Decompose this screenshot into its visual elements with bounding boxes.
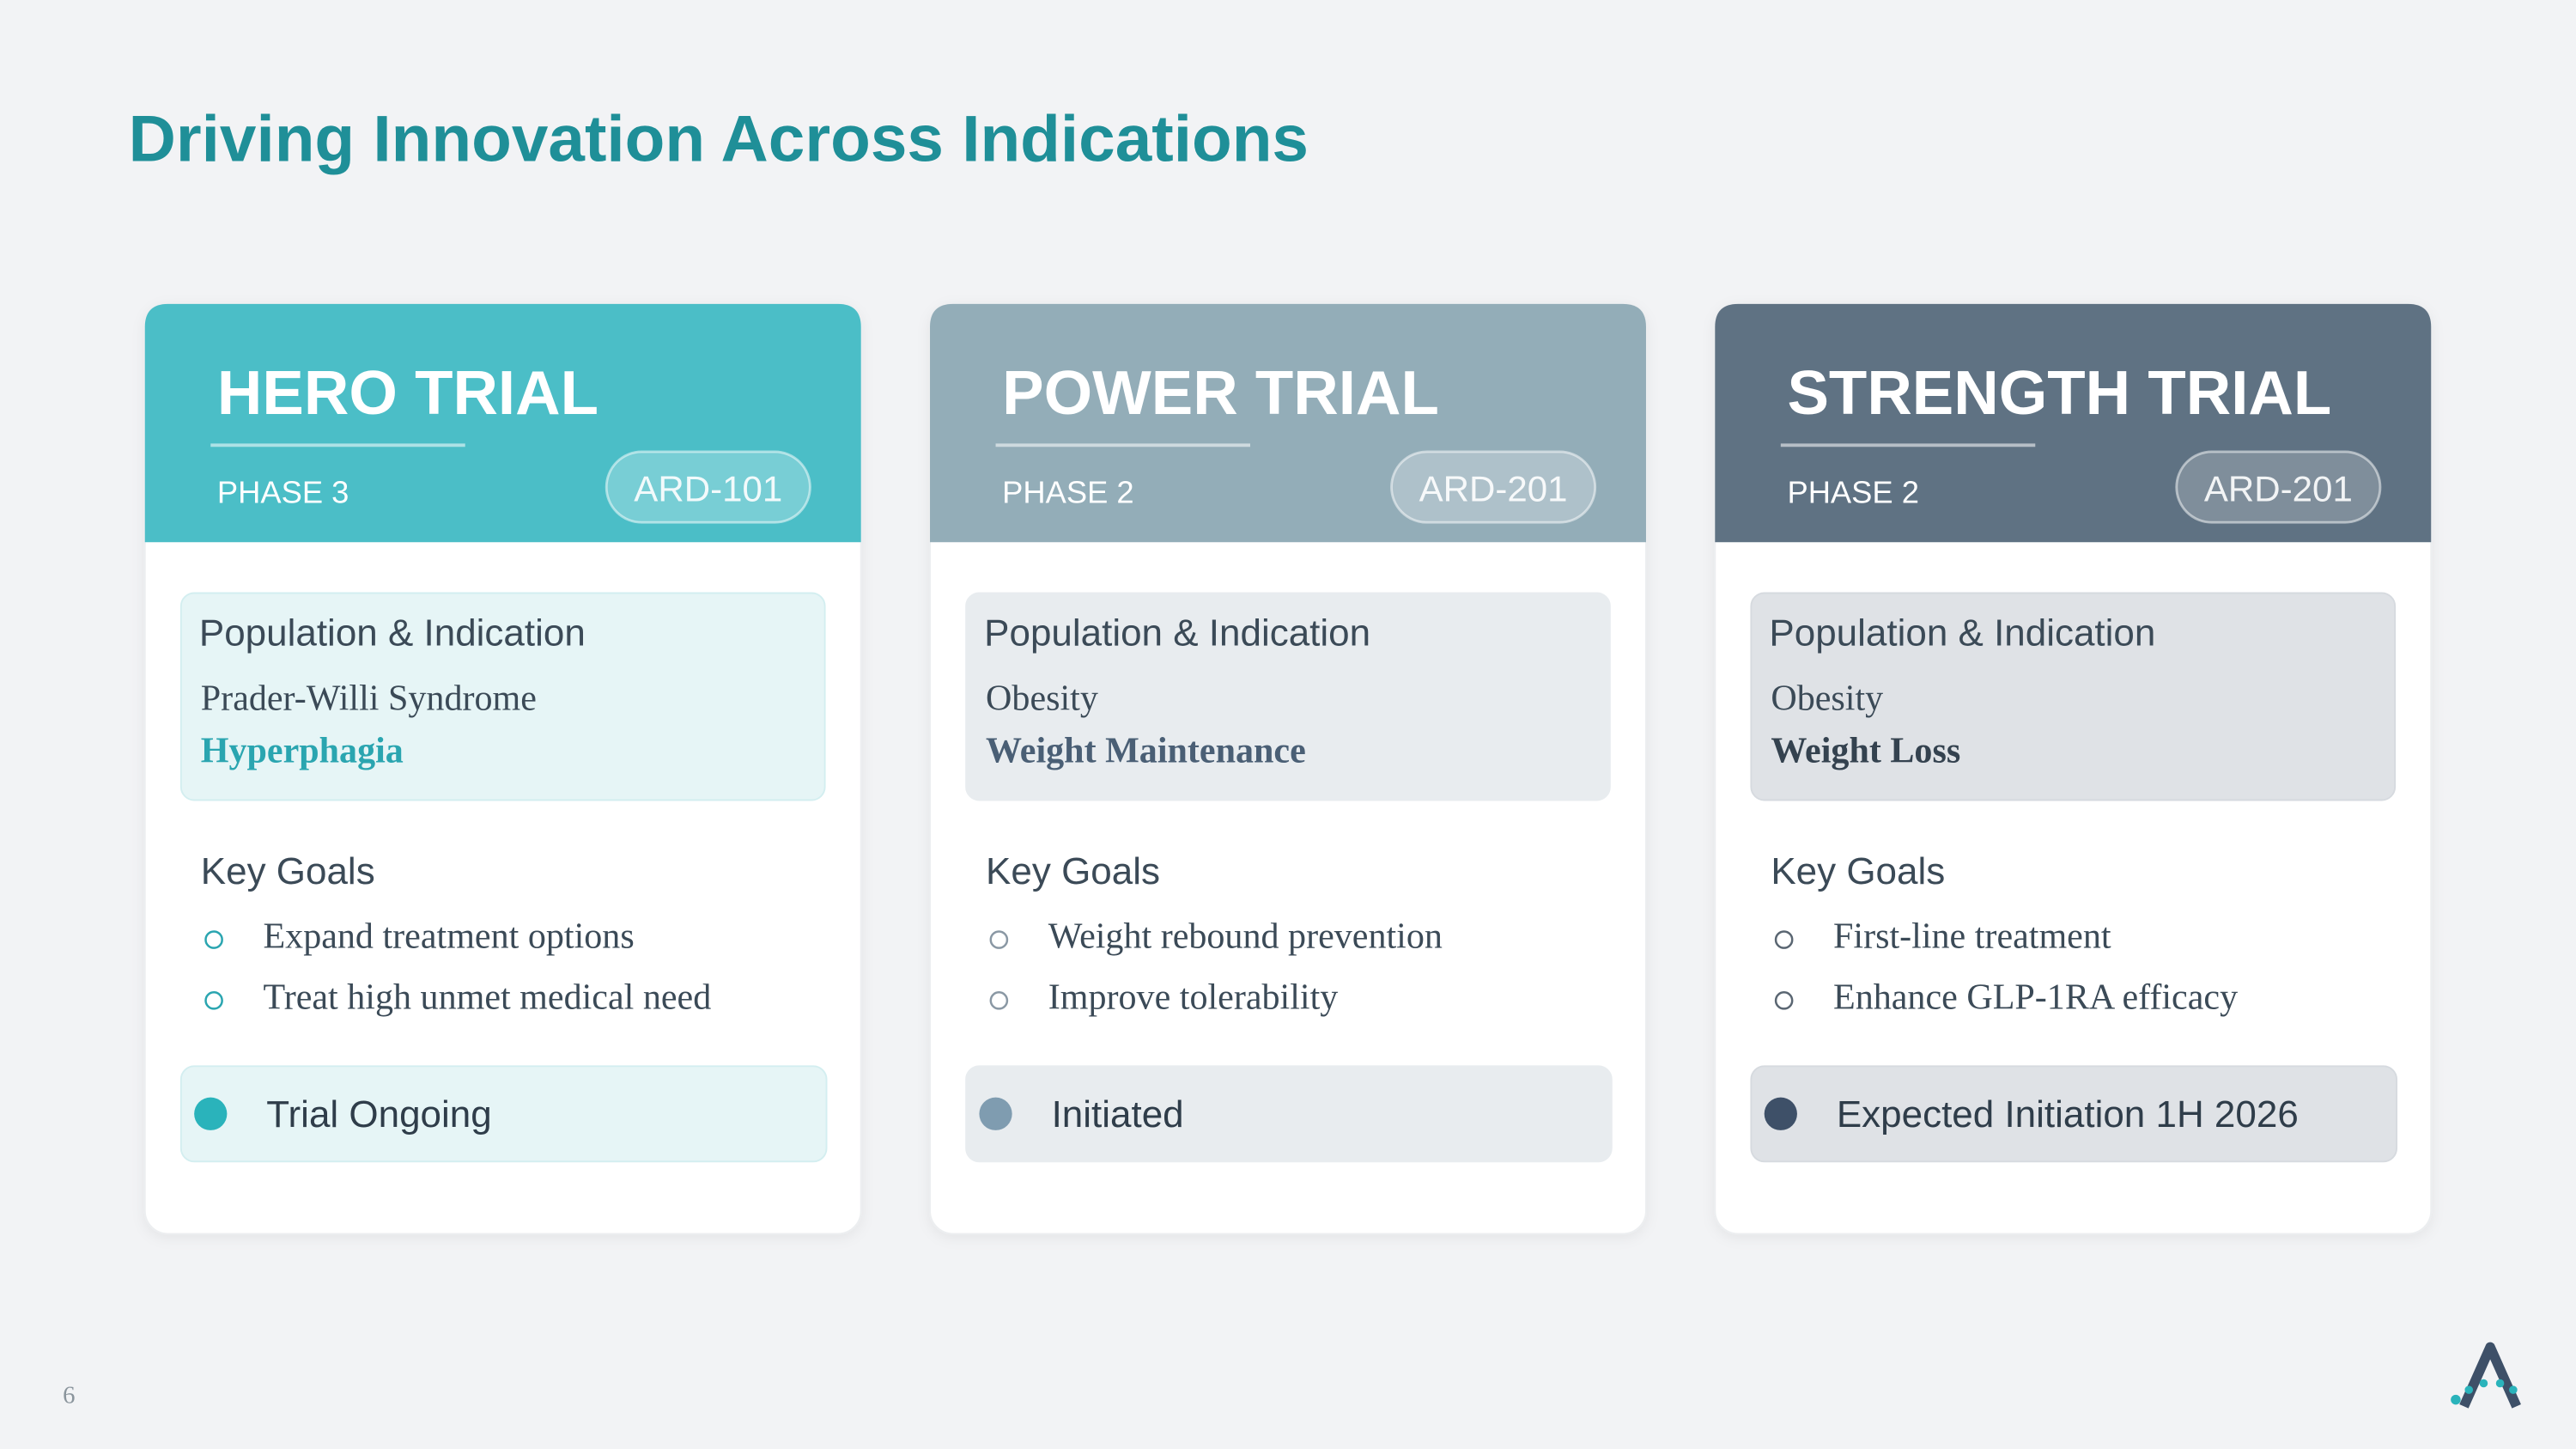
population-heading: Population & Indication — [199, 612, 586, 654]
logo — [2451, 1342, 2521, 1409]
trial-name: HERO TRIAL — [217, 358, 598, 428]
population-box — [1750, 592, 2397, 801]
status: Expected Initiation 1H 2026 — [1837, 1093, 2299, 1135]
trial-card: POWER TRIAL PHASE 2 ARD-201 Population & In… — [929, 302, 1647, 1235]
trial-phase: PHASE 2 — [1002, 474, 1133, 509]
goal: Improve tolerability — [1048, 977, 1339, 1017]
indication: Hyperphagia — [201, 731, 404, 770]
goal: Weight rebound prevention — [1048, 917, 1443, 957]
status: Trial Ongoing — [266, 1093, 491, 1135]
status-box — [179, 1065, 828, 1163]
trial-card: STRENGTH TRIAL PHASE 2 ARD-201 Population &… — [1714, 302, 2433, 1235]
population-box — [965, 592, 1611, 801]
card-header — [930, 303, 1646, 543]
card-header — [144, 303, 861, 543]
card-header — [1715, 303, 2432, 543]
compound-code: ARD-101 — [634, 468, 782, 508]
trial-phase: PHASE 3 — [217, 474, 349, 509]
goals-heading: Key Goals — [986, 850, 1160, 892]
goal-bullet — [1774, 930, 1794, 949]
compound-pill — [605, 450, 811, 524]
trial-phase: PHASE 2 — [1787, 474, 1918, 509]
population-heading: Population & Indication — [1769, 612, 2155, 654]
population: Obesity — [1771, 679, 1883, 718]
goal-bullet — [989, 930, 1009, 949]
indication: Weight Maintenance — [986, 731, 1306, 770]
cards: HERO TRIAL PHASE 3 ARD-101 Population & Ind… — [143, 302, 2433, 1235]
compound-code: ARD-201 — [2204, 468, 2353, 508]
status-dot — [194, 1097, 228, 1130]
goal-bullet — [1774, 991, 1794, 1010]
population-box — [179, 592, 826, 801]
slide-title: Driving Innovation Across Indications — [129, 102, 1309, 175]
page-number: 6 — [63, 1381, 75, 1409]
compound-pill — [2175, 450, 2382, 524]
goal-bullet — [204, 930, 223, 949]
compound-code: ARD-201 — [1419, 468, 1568, 508]
population: Obesity — [986, 679, 1098, 718]
goal: First-line treatment — [1833, 917, 2111, 957]
status: Initiated — [1052, 1093, 1184, 1135]
goals-heading: Key Goals — [201, 850, 375, 892]
status-box — [965, 1065, 1613, 1163]
status-dot — [1764, 1097, 1797, 1130]
goals-heading: Key Goals — [1771, 850, 1945, 892]
population: Prader-Willi Syndrome — [201, 679, 537, 718]
goal-bullet — [989, 991, 1009, 1010]
population-heading: Population & Indication — [984, 612, 1370, 654]
goal: Expand treatment options — [263, 917, 634, 957]
trial-name: POWER TRIAL — [1002, 358, 1439, 428]
trial-name: STRENGTH TRIAL — [1787, 358, 2331, 428]
trial-card: HERO TRIAL PHASE 3 ARD-101 Population & Ind… — [143, 302, 862, 1235]
indication: Weight Loss — [1771, 731, 1960, 770]
status-box — [1750, 1065, 2398, 1163]
status-dot — [979, 1097, 1012, 1130]
goal-bullet — [204, 991, 223, 1010]
goal: Treat high unmet medical need — [263, 977, 711, 1017]
compound-pill — [1390, 450, 1597, 524]
goal: Enhance GLP-1RA efficacy — [1833, 977, 2238, 1017]
